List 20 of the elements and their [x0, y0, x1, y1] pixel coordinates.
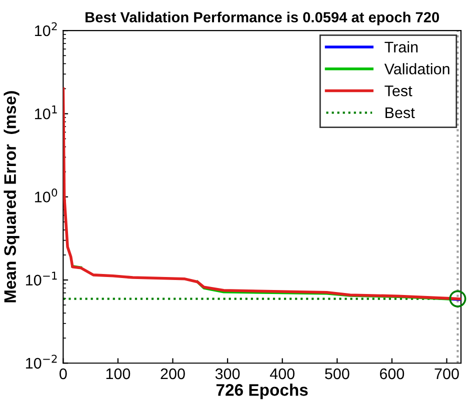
legend-label: Best — [386, 107, 415, 118]
y-tick-label: 10$^{1}$ — [35, 106, 57, 120]
y-tick-label: 10$^{2}$ — [35, 22, 57, 36]
chart-title: Best Validation Performance is 0.0594 at epoch 720 — [86, 12, 440, 26]
x-tick-label: 700 — [434, 368, 459, 380]
y-tick-label: 10$^{−2}$ — [26, 354, 57, 369]
legend-label: Train — [384, 41, 418, 53]
x-tick-label: 600 — [380, 368, 404, 380]
legend-label: Test — [384, 86, 412, 96]
x-tick-label: 0 — [60, 368, 67, 380]
x-tick-label: 400 — [270, 368, 294, 380]
legend-label: Validation — [384, 63, 450, 74]
x-axis-title: 726 Epochs — [216, 384, 308, 400]
y-tick-label: 10$^{0}$ — [35, 188, 58, 202]
x-tick-label: 200 — [160, 368, 185, 380]
x-tick-label: 100 — [106, 368, 130, 380]
y-axis-title: Mean Squared Error (mse) — [4, 91, 20, 302]
x-tick-label: 500 — [325, 368, 350, 380]
x-tick-label: 300 — [215, 368, 240, 380]
y-tick-label: 10$^{−1}$ — [26, 272, 57, 286]
